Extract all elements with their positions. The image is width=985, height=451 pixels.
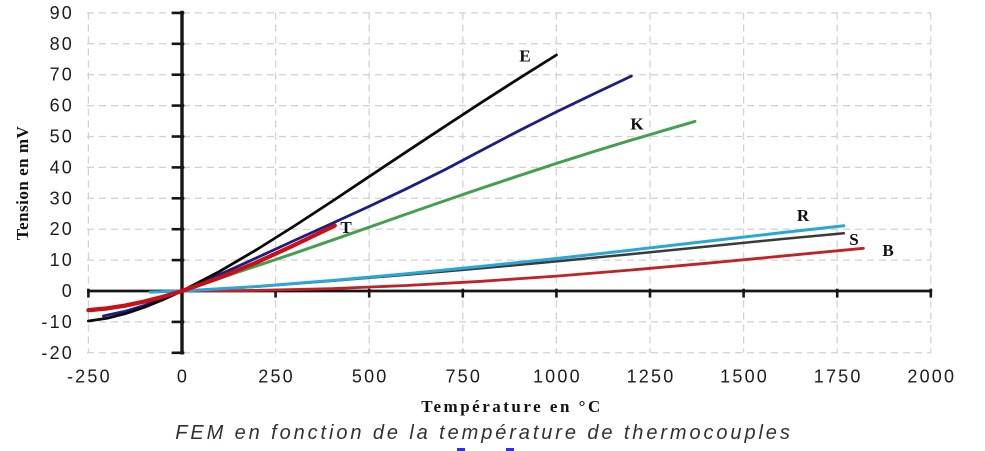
svg-text:60: 60 bbox=[50, 96, 74, 116]
svg-text:1250: 1250 bbox=[627, 367, 676, 387]
svg-text:Tension en mV: Tension en mV bbox=[13, 126, 32, 241]
svg-text:-10: -10 bbox=[41, 312, 74, 332]
svg-text:50: 50 bbox=[50, 127, 74, 147]
svg-text:1500: 1500 bbox=[720, 367, 769, 387]
svg-text:80: 80 bbox=[50, 34, 74, 54]
svg-text:E: E bbox=[519, 47, 530, 66]
svg-text:-250: -250 bbox=[67, 367, 112, 387]
svg-text:40: 40 bbox=[50, 157, 74, 177]
svg-text:70: 70 bbox=[50, 65, 74, 85]
svg-text:1000: 1000 bbox=[533, 367, 582, 387]
svg-text:K: K bbox=[630, 115, 644, 134]
svg-text:0: 0 bbox=[62, 281, 74, 301]
svg-text:20: 20 bbox=[50, 219, 74, 239]
svg-text:30: 30 bbox=[50, 188, 74, 208]
svg-text:90: 90 bbox=[50, 3, 74, 23]
svg-text:S: S bbox=[849, 230, 858, 249]
svg-text:-20: -20 bbox=[41, 343, 74, 363]
svg-text:250: 250 bbox=[258, 367, 295, 387]
svg-text:500: 500 bbox=[352, 367, 389, 387]
svg-text:2000: 2000 bbox=[907, 367, 956, 387]
svg-text:0: 0 bbox=[177, 367, 189, 387]
svg-text:FEM en fonction de la températ: FEM en fonction de la température de the… bbox=[175, 422, 792, 444]
svg-text:T: T bbox=[340, 218, 352, 237]
svg-text:750: 750 bbox=[445, 367, 482, 387]
svg-text:1750: 1750 bbox=[814, 367, 863, 387]
svg-text:10: 10 bbox=[50, 250, 74, 270]
svg-text:B: B bbox=[882, 241, 893, 260]
svg-text:R: R bbox=[797, 206, 810, 225]
svg-text:Température en °C: Température en °C bbox=[421, 397, 603, 416]
